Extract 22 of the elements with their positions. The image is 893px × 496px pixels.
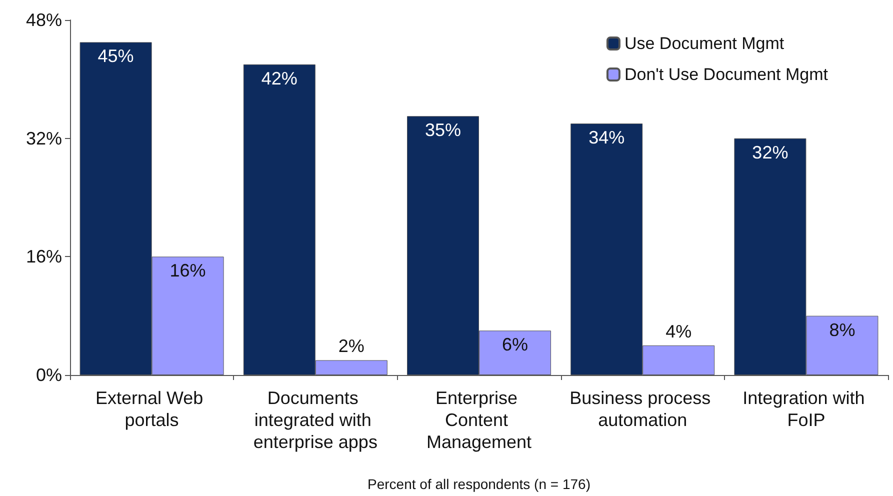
y-tick-label: 0% [36,365,62,385]
x-tick-label: Enterprise Content Management [426,388,532,452]
data-label: 34% [588,128,625,148]
data-label: 35% [424,120,462,140]
y-tick-label: 16% [26,246,62,267]
y-tick-label: 48% [26,10,62,30]
data-label: 8% [829,320,856,340]
data-label: 16% [170,260,206,281]
legend-label: Don't Use Document Mgmt [624,65,828,84]
data-label: 6% [502,334,528,355]
legend-label: Use Document Mgmt [624,34,784,53]
data-label: 45% [98,46,134,66]
y-tick-label: 32% [26,128,62,148]
x-tick-label: Documents integrated with enterprise apps [253,388,378,452]
data-label: 32% [752,142,788,162]
x-tick-label: Business process automation [570,388,716,430]
data-label: 2% [338,336,364,356]
x-tick-label: Integration with FoIP [742,388,870,430]
x-tick-label: External Web portals [95,388,208,430]
data-label: 42% [261,68,298,88]
data-label: 4% [666,321,692,342]
x-axis-title: Percent of all respondents (n = 176) [368,476,590,492]
